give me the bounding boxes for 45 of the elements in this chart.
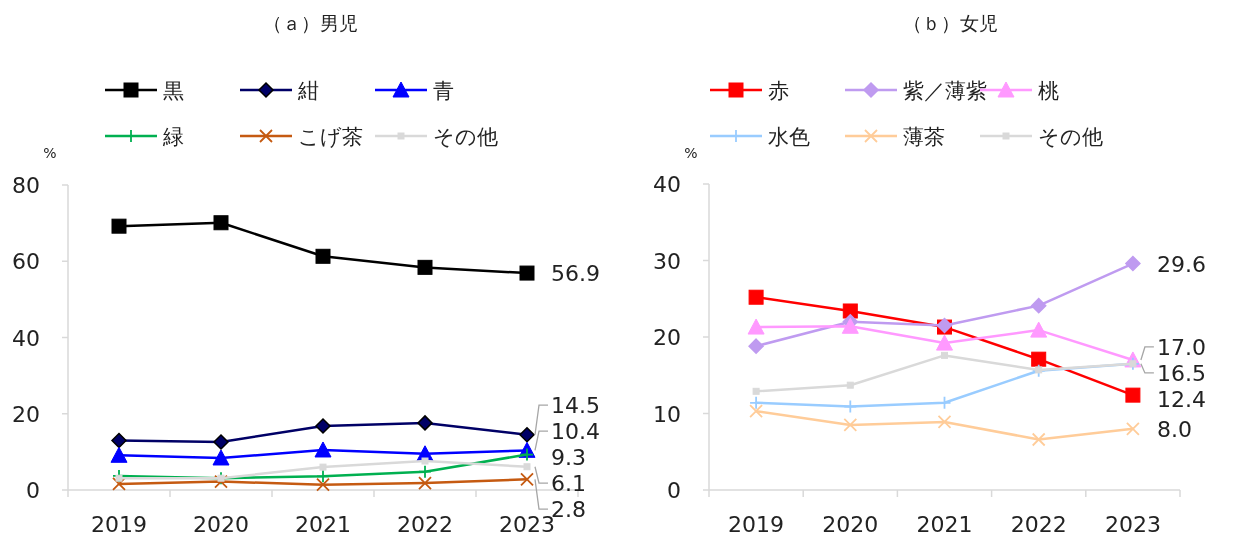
- data-label: 29.6: [1156, 251, 1206, 277]
- data-label: 56.9: [551, 261, 600, 287]
- y-tick-label: 20: [12, 401, 40, 427]
- legend-label: 赤: [768, 79, 789, 103]
- x-tick-label: 2019: [91, 512, 147, 533]
- legend-label: 青: [433, 79, 454, 103]
- x-tick-label: 2020: [193, 512, 249, 533]
- x-tick-label: 2019: [728, 512, 785, 533]
- data-label: 16.5: [1156, 360, 1206, 386]
- legend-label: 桃: [1038, 79, 1059, 103]
- x-tick-label: 2022: [1010, 512, 1067, 533]
- legend-label: 紫／薄紫: [903, 79, 987, 103]
- data-label: 8.0: [1156, 416, 1192, 442]
- data-label: 14.5: [551, 393, 600, 419]
- legend-label: 緑: [162, 125, 184, 149]
- y-axis-title: %: [684, 145, 698, 161]
- legend-label: 黒: [163, 79, 184, 103]
- legend-label: 薄茶: [903, 125, 945, 149]
- y-axis-title: %: [43, 145, 57, 161]
- legend-label: こげ茶: [298, 125, 363, 149]
- x-tick-label: 2021: [295, 512, 351, 533]
- y-tick-label: 40: [653, 172, 681, 197]
- data-label: 9.3: [551, 445, 586, 471]
- x-tick-label: 2022: [397, 512, 453, 533]
- y-tick-label: 0: [667, 478, 681, 503]
- y-tick-label: 40: [12, 325, 40, 351]
- y-tick-label: 10: [653, 401, 681, 427]
- legend-label: 紺: [297, 79, 319, 103]
- data-label: 12.4: [1156, 386, 1206, 412]
- legend-label: 水色: [768, 125, 810, 149]
- legend-label: その他: [1038, 125, 1103, 149]
- chart-title: （ｂ）女児: [902, 12, 998, 34]
- data-label: 6.1: [551, 471, 586, 497]
- y-tick-label: 30: [653, 248, 681, 274]
- y-tick-label: 20: [653, 325, 681, 350]
- chart-title: （ａ）男児: [262, 12, 358, 34]
- x-tick-label: 2023: [1104, 512, 1161, 533]
- y-tick-label: 0: [26, 478, 40, 503]
- x-tick-label: 2021: [916, 512, 973, 533]
- data-label: 10.4: [551, 419, 600, 445]
- x-tick-label: 2020: [822, 512, 879, 533]
- data-label: 17.0: [1156, 334, 1206, 360]
- y-tick-label: 60: [12, 249, 40, 275]
- legend-label: その他: [433, 125, 498, 149]
- y-tick-label: 80: [12, 173, 40, 198]
